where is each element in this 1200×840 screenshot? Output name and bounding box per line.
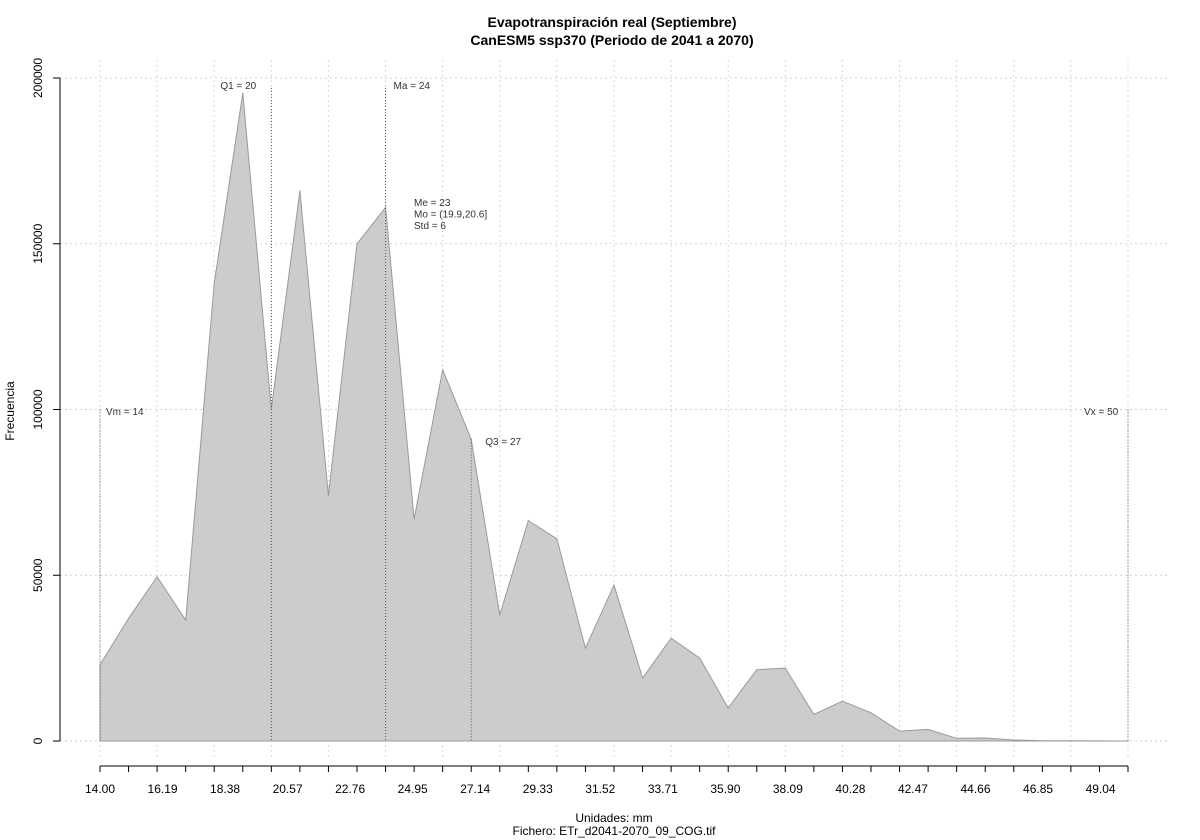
y-tick-label: 100000	[31, 389, 45, 429]
reference-lines: Vm = 14 Q1 = 20 Ma = 24 Q3 = 27 Vx = 50	[99, 81, 1129, 741]
x-tick-label: 29.33	[523, 782, 553, 796]
data-point	[1041, 740, 1043, 742]
data-point	[870, 712, 872, 714]
file-caption: Fichero: ETr_d2041-2070_09_COG.tif	[513, 824, 717, 838]
data-point	[356, 243, 358, 245]
y-axis-title: Frecuencia	[3, 381, 17, 441]
x-axis-title: Unidades: mm	[575, 811, 652, 825]
y-tick-label: 150000	[31, 223, 45, 263]
x-tick-label: 14.00	[85, 782, 115, 796]
reference-label: Q1 = 20	[220, 81, 256, 92]
data-point	[927, 728, 929, 730]
x-tick-label: 40.28	[835, 782, 865, 796]
data-point	[213, 283, 215, 285]
data-point	[1013, 739, 1015, 741]
x-tick-label: 16.19	[148, 782, 178, 796]
chart-subtitle: CanESM5 ssp370 (Periodo de 2041 a 2070)	[470, 32, 753, 48]
data-point	[841, 700, 843, 702]
data-point	[413, 518, 415, 520]
data-point	[899, 730, 901, 732]
x-tick-label: 46.85	[1023, 782, 1053, 796]
x-tick-label: 38.09	[773, 782, 803, 796]
data-point	[670, 637, 672, 639]
x-tick-label: 44.66	[960, 782, 990, 796]
x-tick-label: 42.47	[898, 782, 928, 796]
data-point	[442, 369, 444, 371]
x-tick-label: 18.38	[210, 782, 240, 796]
stat-line: Me = 23	[414, 198, 451, 209]
y-tick-label: 200000	[31, 58, 45, 98]
y-tick-label: 0	[31, 737, 45, 744]
x-axis: 14.00 16.19 18.38 20.57 22.76 24.95 27.14 29.33…	[85, 765, 1129, 796]
data-point	[299, 190, 301, 192]
y-tick-label: 50000	[31, 558, 45, 592]
x-tick-label: 20.57	[273, 782, 303, 796]
reference-label: Vm = 14	[106, 407, 144, 418]
reference-label: Q3 = 27	[485, 437, 521, 448]
data-point	[556, 538, 558, 540]
x-tick-label: 49.04	[1086, 782, 1116, 796]
data-point	[242, 92, 244, 94]
data-point	[699, 657, 701, 659]
data-point	[584, 647, 586, 649]
data-point	[128, 617, 130, 619]
data-point	[813, 713, 815, 715]
data-point	[185, 619, 187, 621]
data-point	[527, 520, 529, 522]
data-point	[1098, 740, 1100, 742]
data-point	[784, 667, 786, 669]
data-point	[984, 737, 986, 739]
data-point	[1127, 740, 1129, 742]
data-point	[727, 707, 729, 709]
x-tick-label: 27.14	[460, 782, 490, 796]
x-tick-label: 35.90	[710, 782, 740, 796]
data-point	[613, 584, 615, 586]
x-tick-label: 22.76	[335, 782, 365, 796]
stat-line: Std = 6	[414, 221, 446, 232]
y-axis: 0 50000 100000 150000 200000	[31, 58, 61, 744]
data-point	[756, 669, 758, 671]
reference-label: Vx = 50	[1084, 407, 1119, 418]
x-tick-label: 31.52	[585, 782, 615, 796]
stat-line: Mo = (19.9,20.6]	[414, 210, 487, 221]
x-tick-label: 24.95	[398, 782, 428, 796]
data-point	[327, 495, 329, 497]
data-point	[1070, 740, 1072, 742]
data-point	[956, 737, 958, 739]
data-point	[642, 677, 644, 679]
data-point	[499, 614, 501, 616]
data-point	[156, 576, 158, 578]
data-area	[99, 92, 1129, 742]
x-tick-label: 33.71	[648, 782, 678, 796]
data-point	[385, 206, 387, 208]
reference-label: Ma = 24	[394, 81, 431, 92]
chart-title: Evapotranspiración real (Septiembre)	[488, 14, 737, 30]
